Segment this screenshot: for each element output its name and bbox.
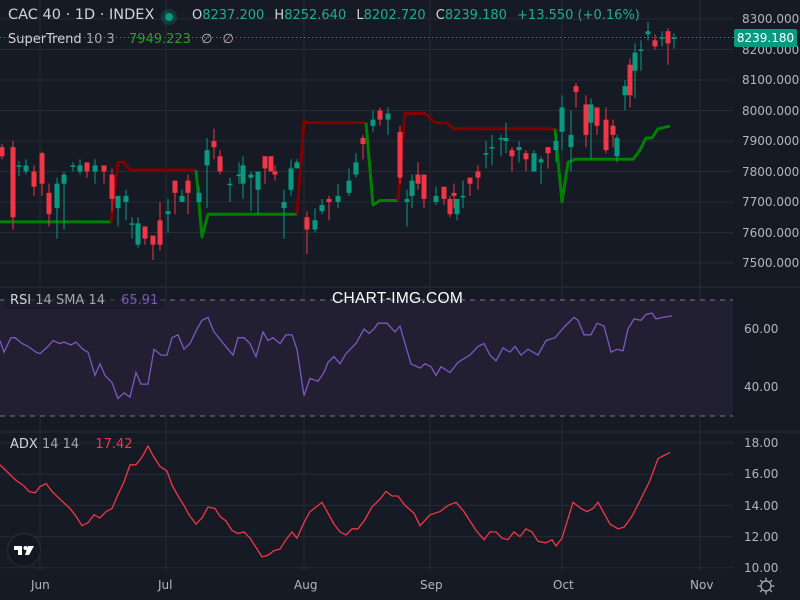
- rsi-axis-label: 40.00: [744, 380, 779, 394]
- rsi-axis-label: 60.00: [744, 322, 779, 336]
- live-market-dot-icon: [161, 9, 177, 25]
- time-axis-label: Sep: [420, 578, 443, 592]
- time-axis-label: Jun: [31, 578, 50, 592]
- tradingview-logo-icon[interactable]: [7, 533, 41, 567]
- candlestick-series: [0, 22, 677, 260]
- low-value: 8202.720: [363, 8, 426, 23]
- high-value: 8252.640: [284, 8, 347, 23]
- adx-value: 17.42: [95, 437, 133, 452]
- supertrend-legend[interactable]: SuperTrend 10 3 7949.223 ∅ ∅: [8, 32, 234, 47]
- price-axis-label: 7500.000: [742, 256, 800, 270]
- ohlc-legend: O8237.200 H8252.640 L8202.720 C8239.180 …: [192, 8, 646, 23]
- adx-axis-label: 16.00: [744, 467, 779, 481]
- price-change: +13.550 (+0.16%): [517, 8, 640, 23]
- price-axis-label: 8100.000: [742, 73, 800, 87]
- low-label: L: [356, 8, 364, 23]
- supertrend-na-value-1: ∅: [201, 32, 213, 47]
- close-value: 8239.180: [444, 8, 507, 23]
- rsi-value: 65.91: [121, 293, 159, 308]
- rsi-params: 14 SMA 14: [35, 293, 105, 308]
- adx-axis-label: 18.00: [744, 436, 779, 450]
- open-value: 8237.200: [202, 8, 265, 23]
- price-axis-label: 7600.000: [742, 226, 800, 240]
- last-price-tag: 8239.180: [734, 29, 797, 47]
- time-axis-label: Aug: [294, 578, 318, 592]
- adx-line: [0, 444, 671, 558]
- symbol-title[interactable]: CAC 40 · 1D · INDEX: [8, 7, 155, 23]
- high-label: H: [274, 8, 285, 23]
- supertrend-na-value-2: ∅: [222, 32, 234, 47]
- price-axis-label: 7800.000: [742, 165, 800, 179]
- adx-params: 14 14: [41, 437, 80, 452]
- chart-settings-gear-icon[interactable]: [757, 577, 775, 595]
- adx-axis-label: 10.00: [744, 561, 779, 575]
- rsi-band-fill: [0, 300, 733, 416]
- supertrend-value: 7949.223: [128, 32, 191, 47]
- rsi-line: [0, 312, 673, 400]
- adx-axis-label: 14.00: [744, 499, 779, 513]
- price-axis-label: 8000.000: [742, 104, 800, 118]
- price-axis-label: 7900.000: [742, 134, 800, 148]
- time-axis-label: Nov: [690, 578, 714, 592]
- grid-lines: [0, 0, 733, 572]
- supertrend-params: 10 3: [85, 32, 115, 47]
- price-axis-label: 7700.000: [742, 195, 800, 209]
- adx-axis-label: 12.00: [744, 530, 779, 544]
- adx-legend[interactable]: ADX 14 14 17.42: [10, 437, 133, 452]
- rsi-legend[interactable]: RSI 14 SMA 14 65.91: [4, 292, 165, 309]
- time-axis-label: Jul: [158, 578, 173, 592]
- close-label: C: [435, 8, 445, 23]
- rsi-name: RSI: [10, 293, 32, 308]
- adx-name: ADX: [10, 437, 38, 452]
- watermark: CHART-IMG.COM: [332, 290, 464, 307]
- price-axis-label: 8300.000: [742, 12, 800, 26]
- open-label: O: [192, 8, 203, 23]
- time-axis-label: Oct: [553, 578, 574, 592]
- supertrend-line: [0, 112, 671, 239]
- supertrend-name: SuperTrend: [8, 32, 82, 47]
